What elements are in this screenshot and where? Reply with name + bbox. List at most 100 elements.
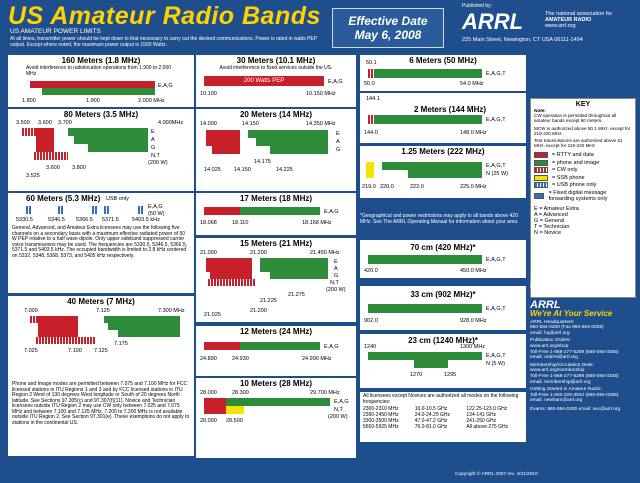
membership-web: www.arrl.org/membership xyxy=(530,368,585,374)
above-row: 2390-2450 MHz 24.0-24.25 GHz 134-141 GHz xyxy=(363,412,523,418)
rtty-segment xyxy=(204,406,226,414)
power-limits-text: At all times, transmitter power should b… xyxy=(10,36,317,48)
rtty-segment xyxy=(206,138,240,146)
key-items: = RTTY and data = phone and image = CW onl… xyxy=(531,152,635,202)
band-20m: 20 Meters (14 MHz) 14.000 14.150 14.350 … xyxy=(196,109,356,191)
band-title: 30 Meters (10.1 MHz) xyxy=(236,56,316,65)
freq-low: 144.0 xyxy=(364,130,378,136)
band-33cm: 33 cm (902 MHz)* E,A,G,T 902.0 928.0 MHz xyxy=(360,286,526,330)
band-title: 23 cm (1240 MHz)* xyxy=(408,336,478,345)
band-title: 60 Meters (5.3 MHz) xyxy=(26,194,101,203)
freq-t1: 3.500 xyxy=(16,120,30,126)
usb-channel xyxy=(104,206,110,214)
freq-b2: 1295 xyxy=(444,372,457,378)
freq-b2: 28.500 xyxy=(226,418,243,424)
freq-high: 24.990 MHz xyxy=(302,356,332,362)
above-bands-table: All licensees except Novices are authori… xyxy=(360,392,526,442)
rtty-segment xyxy=(36,144,54,152)
freq-t1: 1240 xyxy=(364,344,377,350)
phone-segment xyxy=(374,69,482,78)
band-6m: 6 Meters (50 MHz) 50.1 E,A,G,T 50.0 54.0… xyxy=(360,55,526,91)
key-item: = phone and image xyxy=(534,159,632,166)
above-bands-intro: All licensees except Novices are authori… xyxy=(363,393,519,405)
freq-mid: 18.110 xyxy=(232,220,249,226)
usb-only-label: USB only xyxy=(106,196,129,202)
arrl-contact-box: ARRL We're At Your Service ARRL Headquar… xyxy=(530,300,636,413)
license-classes: E,A,G,T xyxy=(486,353,506,359)
freq-b2: 14.150 xyxy=(234,167,251,173)
freq-b2: 7.100 xyxy=(68,348,82,354)
getting-started-heading: Getting Started in Amateur Radio: xyxy=(530,387,602,393)
note-2: MCW is authorized above 50.1 MHz, except… xyxy=(534,125,631,136)
freq-f2: 220.0 xyxy=(380,184,394,190)
freq-high: 2.000 MHz xyxy=(138,98,165,104)
cw-segment xyxy=(36,337,96,344)
freq-f3: 222.0 xyxy=(410,184,424,190)
class-e: E xyxy=(334,259,338,265)
note-heading: Note: xyxy=(534,108,546,113)
key-item-label: = CW only xyxy=(552,167,578,174)
phone-segment xyxy=(240,342,320,350)
arrl-box-logo: ARRL xyxy=(530,299,561,311)
above-row: 5650-5925 MHz 76.0-81.0 GHz All above 275 … xyxy=(363,424,523,430)
pub-web: www.arrl.org/shop xyxy=(530,343,569,349)
freq-b1: 3.525 xyxy=(26,173,40,179)
freq-t3: 21.450 MHz xyxy=(310,250,340,256)
key-swatch xyxy=(534,174,548,181)
key-classes: E = Amateur Extra A = Advanced G = General… xyxy=(531,206,635,236)
note-3: Test transmissions are authorized above … xyxy=(534,138,623,149)
pub-phone: Toll-Free 1-888-277-5289 (860-594-0355) xyxy=(530,349,619,355)
channel-1: 5330.5 xyxy=(16,217,33,223)
phone-segment xyxy=(368,304,482,313)
channel-4: 5371.5 xyxy=(102,217,119,223)
phone-segment xyxy=(118,330,180,337)
above-cell: 24.0-24.25 GHz xyxy=(414,412,451,419)
band-note: Avoid interference to fixed services out… xyxy=(219,65,333,71)
band-title: 2 Meters (144 MHz) xyxy=(413,105,487,114)
band-title: 20 Meters (14 MHz) xyxy=(239,110,313,119)
license-classes: E,A,G,T xyxy=(486,306,506,312)
phone-segment xyxy=(260,265,328,272)
usb-channel xyxy=(138,206,144,214)
channel-2: 5346.5 xyxy=(48,217,65,223)
band-title: 70 cm (420 MHz)* xyxy=(410,243,476,252)
freq-low: 1.800 xyxy=(22,98,36,104)
freq-b3: 3.800 xyxy=(72,165,86,171)
band-title: 40 Meters (7 MHz) xyxy=(67,297,135,306)
key-item-label: = Fixed digital message forwarding syste… xyxy=(548,189,608,202)
key-swatch xyxy=(534,152,548,159)
phone-segment xyxy=(368,255,482,264)
phone-segment xyxy=(408,170,482,178)
class-g: G xyxy=(336,147,341,153)
freq-f1: 144.1 xyxy=(366,96,380,102)
key-swatch xyxy=(534,159,548,166)
ssb-segment xyxy=(226,406,244,414)
published-by: Published by: xyxy=(462,3,493,9)
rtty-segment xyxy=(38,330,78,337)
arrl-address: 225 Main Street, Newington, CT USA 06111… xyxy=(462,37,583,43)
freq-high: 10.150 MHz xyxy=(306,91,336,97)
rtty-segment xyxy=(38,323,78,330)
key-item: = CW only xyxy=(534,167,632,174)
freq-t2: 1300 MHz xyxy=(460,344,486,350)
membership-heading: Membership/Circulation Desk: xyxy=(530,362,594,368)
band-23cm: 23 cm (1240 MHz)* 1240 1300 MHz E,A,G,T … xyxy=(360,334,526,388)
freq-b1: 28.000 xyxy=(200,418,217,424)
phone-segment xyxy=(68,128,148,136)
license-classes: E,A,G,T xyxy=(486,71,506,77)
key-item: = USB phone only xyxy=(534,182,632,189)
power-note: (50 W) xyxy=(148,211,165,217)
key-class: E = Amateur Extra xyxy=(534,205,579,212)
key-item: = RTTY and data xyxy=(534,152,632,159)
freq-low: 18.068 xyxy=(200,220,217,226)
freq-t2: 28.300 xyxy=(232,390,249,396)
phone-segment xyxy=(88,144,148,152)
key-item-label: = RTTY and data xyxy=(552,152,594,159)
band-2m: 144.1 2 Meters (144 MHz) E,A,G,T 144.0 1… xyxy=(360,93,526,143)
phone-segment xyxy=(414,360,448,368)
rtty-segment xyxy=(204,398,226,406)
rtty-segment xyxy=(30,81,155,88)
pub-email: email: orders@arrl.org xyxy=(530,355,578,361)
freq-t3: 14.350 MHz xyxy=(306,121,336,127)
class-e: E xyxy=(151,129,155,135)
